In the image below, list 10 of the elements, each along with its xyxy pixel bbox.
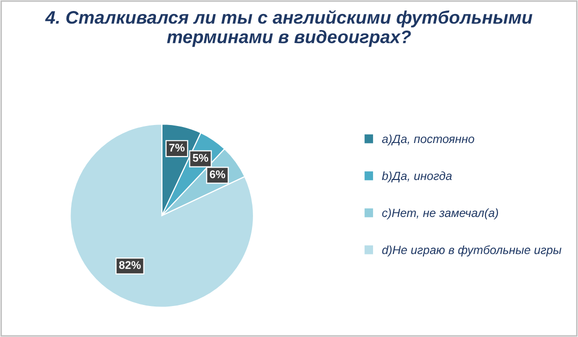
data-label: 7%	[169, 144, 185, 152]
legend-label: b)Да, иногда	[382, 171, 452, 182]
legend-label: a)Да, постоянно	[382, 134, 474, 146]
data-label: 82%	[119, 261, 141, 269]
data-label: 6%	[210, 170, 226, 178]
chart-title: 4. Сталкивался ли ты с английскими футбольными терминами в видеоиграх?	[45, 10, 532, 47]
pie-slice	[70, 123, 254, 308]
legend-label: c)Нет, не замечал(а)	[382, 208, 498, 220]
data-label: 5%	[192, 154, 208, 162]
legend-label: d)Не играю в футбольные игры	[382, 245, 562, 256]
